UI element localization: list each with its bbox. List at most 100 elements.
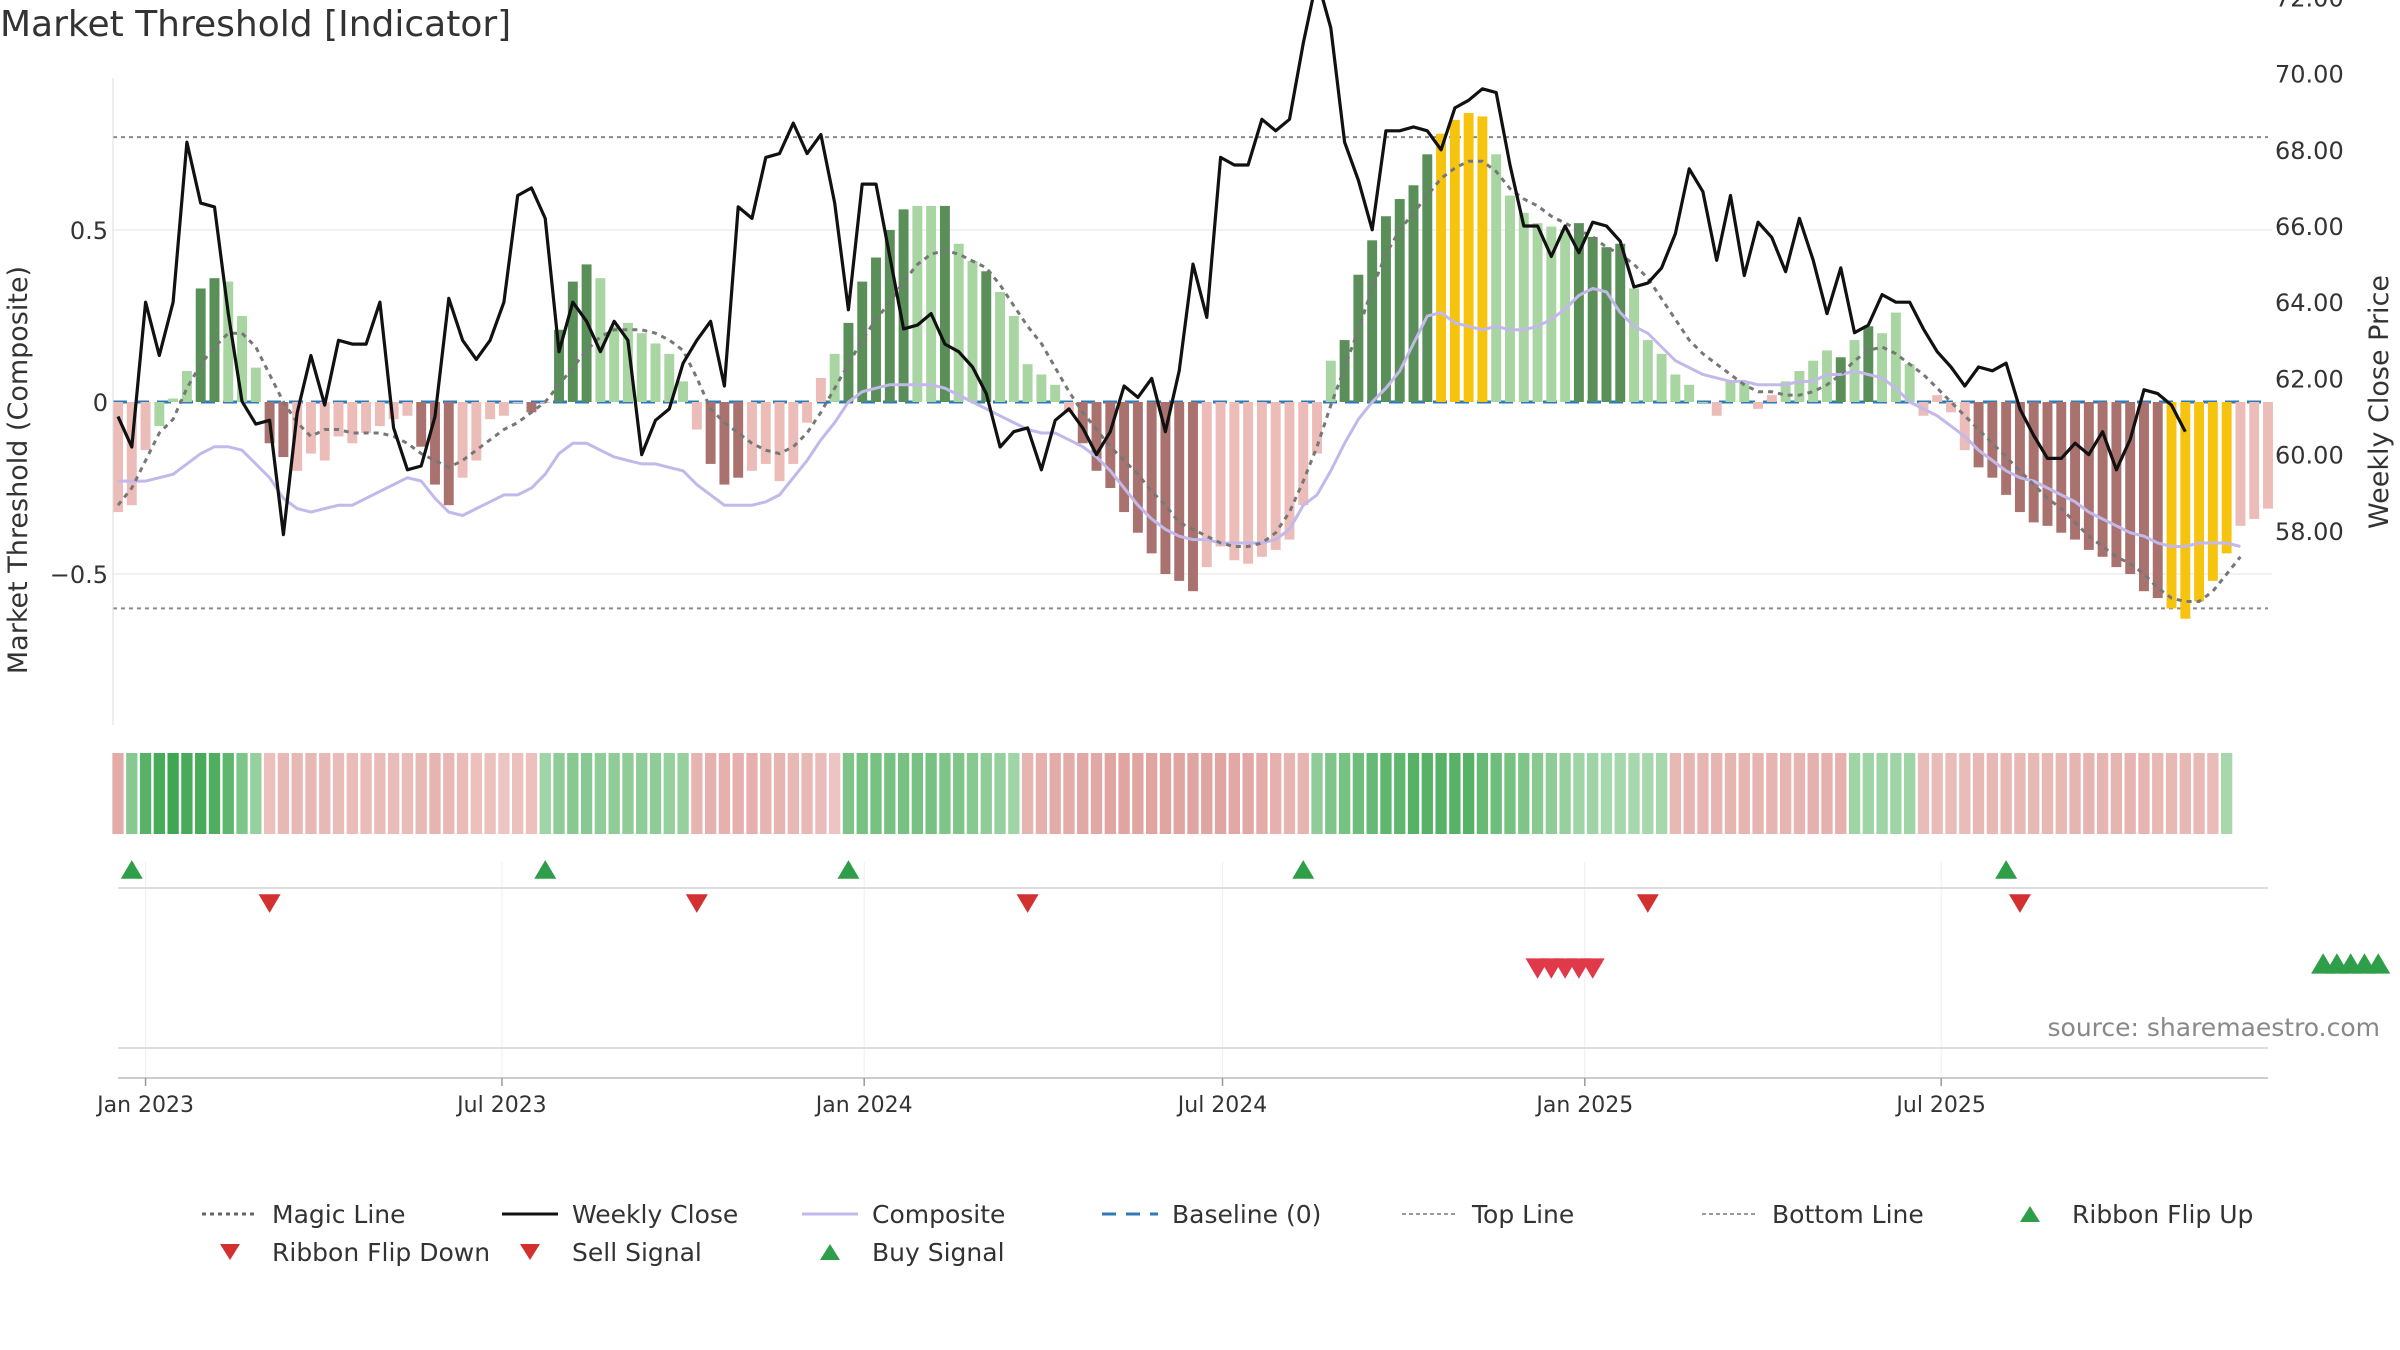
legend-label: Buy Signal: [872, 1237, 1005, 1267]
ribbon-cell: [815, 753, 827, 834]
ribbon-cell: [773, 753, 786, 834]
ribbon-cell: [1283, 753, 1296, 834]
ribbon-cell: [332, 753, 345, 834]
composite-bar: [1491, 154, 1502, 402]
composite-bar: [1987, 402, 1998, 478]
ribbon-cell: [1697, 753, 1709, 834]
ribbon-flip-down-marker: [1016, 894, 1039, 913]
ribbon-cell: [401, 753, 414, 834]
composite-bar: [1312, 402, 1322, 454]
composite-bar: [1863, 326, 1874, 402]
ribbon-cell: [277, 753, 290, 834]
ribbon-cell: [1738, 753, 1750, 834]
composite-bar: [1174, 402, 1185, 581]
composite-bar: [154, 402, 165, 427]
composite-bar: [678, 381, 689, 402]
composite-bar: [967, 260, 978, 402]
composite-bar: [1449, 119, 1460, 403]
legend-marker: [520, 1244, 540, 1260]
y-right-axis-title: Weekly Close Price: [2364, 275, 2395, 529]
legend-label: Ribbon Flip Down: [272, 1237, 491, 1267]
composite-bar: [1243, 402, 1254, 564]
ribbon-cell: [1752, 753, 1764, 834]
composite-bar: [416, 402, 427, 447]
ribbon-cell: [2069, 753, 2081, 834]
ribbon-cell: [112, 753, 124, 834]
composite-bar: [1753, 402, 1764, 409]
composite-bar: [1160, 402, 1171, 574]
ribbon-cell: [1573, 753, 1585, 834]
ribbon-cell: [1297, 753, 1309, 834]
composite-bar: [554, 329, 564, 402]
composite-bar: [443, 402, 454, 506]
composite-bar: [595, 278, 606, 402]
ribbon-cell: [1228, 753, 1240, 834]
ribbon-cell: [525, 753, 538, 834]
composite-bar: [1367, 240, 1378, 402]
ribbon-cell: [2221, 753, 2233, 834]
ribbon-cell: [1848, 753, 1861, 834]
y-right-tick-label: 70.00: [2275, 61, 2344, 89]
ribbon-strip: [112, 753, 2233, 834]
ribbon-cell: [1104, 753, 1116, 834]
legend-label: Composite: [872, 1199, 1006, 1229]
x-tick-label: Jul 2024: [1176, 1093, 1268, 1118]
composite-bar: [733, 402, 744, 478]
ribbon-cell: [1394, 753, 1406, 834]
dotted-line-thin: [1702, 1213, 1758, 1215]
composite-bar: [2097, 402, 2108, 557]
ribbon-flip-down-marker: [685, 894, 708, 913]
ribbon-cell: [2028, 753, 2040, 834]
ribbon-cell: [2124, 753, 2136, 834]
ribbon-cell: [649, 753, 662, 834]
ribbon-cell: [1793, 753, 1806, 834]
composite-bar: [2139, 402, 2149, 592]
composite-bar: [884, 230, 895, 402]
chart-legend: Magic Line Weekly Close Composite Baseline …: [200, 1195, 2340, 1271]
ribbon-cell: [236, 753, 248, 834]
composite-bar: [1505, 195, 1515, 402]
ribbon-cell: [2138, 753, 2150, 834]
composite-bar: [1146, 402, 1157, 554]
ribbon-cell: [1959, 753, 1971, 834]
composite-bar: [457, 402, 468, 478]
ribbon-cell: [746, 753, 758, 834]
ribbon-cell: [498, 753, 510, 834]
composite-bar: [319, 402, 330, 461]
legend-label: Top Line: [1472, 1199, 1575, 1229]
legend-label: Sell Signal: [572, 1237, 702, 1267]
composite-bar: [1932, 395, 1943, 402]
ribbon-cell: [760, 753, 772, 834]
dotted-line: [202, 1212, 258, 1216]
ribbon-cell: [1449, 753, 1461, 834]
composite-bar: [1573, 223, 1584, 402]
legend-marker: [220, 1244, 240, 1260]
composite-bar: [209, 278, 220, 402]
ribbon-cell: [208, 753, 221, 834]
ribbon-cell: [1118, 753, 1130, 834]
ribbon-cell: [1655, 753, 1668, 834]
ribbon-cell: [1270, 753, 1282, 834]
legend-item: Composite: [800, 1200, 1100, 1229]
ribbon-cell: [346, 753, 358, 834]
composite-bar: [526, 402, 537, 413]
ribbon-cell: [1779, 753, 1792, 834]
chart-title: Market Threshold [Indicator]: [0, 4, 512, 45]
composite-bar: [2235, 402, 2246, 526]
ribbon-cell: [1504, 753, 1516, 834]
legend-label: Baseline (0): [1172, 1199, 1322, 1229]
ribbon-cell: [567, 753, 579, 834]
composite-bar: [1890, 312, 1901, 402]
ribbon-cell: [126, 753, 138, 834]
legend-item: Bottom Line: [1700, 1200, 2000, 1229]
ribbon-cell: [1187, 753, 1199, 834]
ribbon-cell: [1462, 753, 1475, 834]
ribbon-cell: [718, 753, 731, 834]
dashed-line: [1102, 1212, 1158, 1216]
composite-bar: [788, 402, 799, 464]
ribbon-cell: [787, 753, 799, 834]
ribbon-cell: [1945, 753, 1957, 834]
composite-bar: [705, 402, 716, 464]
ribbon-cell: [1931, 753, 1943, 834]
ribbon-cell: [939, 753, 951, 834]
